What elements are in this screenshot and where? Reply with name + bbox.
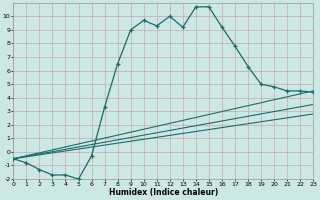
X-axis label: Humidex (Indice chaleur): Humidex (Indice chaleur) bbox=[108, 188, 218, 197]
